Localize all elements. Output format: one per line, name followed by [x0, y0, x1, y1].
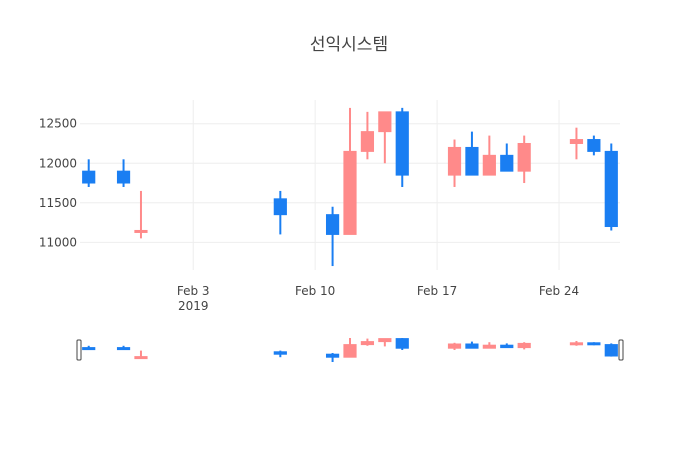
candle-body	[587, 139, 601, 152]
range-slider-left-handle[interactable]	[76, 339, 82, 361]
range-slider[interactable]	[76, 338, 624, 362]
slider-candle	[343, 338, 357, 358]
slider-candle-body	[343, 344, 357, 358]
slider-candle	[360, 338, 375, 346]
candle-body	[360, 131, 375, 152]
candle[interactable]	[343, 107, 357, 235]
candle-body	[447, 146, 462, 176]
slider-candle	[569, 341, 584, 346]
candle-body	[116, 170, 131, 184]
slider-candle	[134, 350, 148, 360]
slider-candle-body	[604, 344, 618, 357]
candle-body	[378, 111, 392, 133]
slider-candle-body	[325, 353, 340, 358]
x-tick-label: Feb 17	[417, 284, 457, 298]
slider-candle-body	[447, 343, 462, 349]
slider-candle-body	[569, 342, 584, 346]
candle-body	[465, 146, 479, 176]
candle[interactable]	[604, 143, 618, 231]
candle-body	[343, 150, 357, 235]
slider-candle	[447, 342, 462, 350]
candle[interactable]	[587, 135, 601, 156]
candle-body	[517, 142, 531, 172]
slider-candle-body	[587, 342, 601, 346]
slider-candle	[116, 345, 131, 351]
slider-candle-body	[273, 351, 287, 355]
slider-candle	[500, 343, 514, 349]
candle[interactable]	[82, 159, 96, 187]
y-axis-ticks: 11000 11500 12000 12500	[39, 117, 77, 250]
candle-body	[604, 150, 618, 228]
slider-candle-body	[395, 338, 409, 349]
candle[interactable]	[447, 139, 462, 187]
slider-candle-body	[134, 356, 148, 360]
candle[interactable]	[360, 111, 375, 160]
candle[interactable]	[116, 159, 131, 187]
slider-candle-body	[517, 342, 531, 349]
range-slider-right-handle[interactable]	[618, 339, 624, 361]
slider-candle-body	[116, 347, 131, 351]
candle-body	[569, 139, 584, 144]
slider-candle-body	[360, 341, 375, 346]
slider-candle	[378, 338, 392, 347]
slider-candle-body	[500, 344, 514, 349]
candle-body	[134, 229, 148, 233]
candle[interactable]	[517, 135, 531, 184]
candle[interactable]	[325, 206, 340, 267]
slider-candle	[587, 342, 601, 346]
candle[interactable]	[500, 143, 514, 172]
slider-candle	[517, 342, 531, 350]
slider-candle	[482, 342, 496, 349]
candle-body	[325, 214, 340, 235]
slider-candle	[273, 350, 287, 358]
candle[interactable]	[569, 127, 584, 160]
slider-candle-body	[465, 343, 479, 349]
slider-candle	[82, 345, 96, 351]
y-tick-label: 11000	[39, 235, 77, 249]
candle-body	[273, 198, 287, 216]
slider-candle-body	[378, 338, 392, 343]
slider-candle-body	[82, 347, 96, 351]
candle[interactable]	[395, 107, 409, 187]
x-tick-label: Feb 3	[177, 284, 210, 298]
slider-candle	[325, 353, 340, 362]
chart-title: 선익시스템	[310, 35, 388, 55]
y-tick-label: 12500	[39, 117, 77, 131]
candle[interactable]	[134, 190, 148, 239]
candle-body	[395, 111, 409, 176]
slider-candle	[395, 338, 409, 350]
candle-body	[482, 154, 496, 176]
slider-candle	[465, 341, 479, 349]
candle[interactable]	[465, 131, 479, 176]
candle-body	[82, 170, 96, 184]
y-tick-label: 12000	[39, 156, 77, 170]
candles	[82, 107, 618, 267]
x-tick-sublabel: 2019	[178, 299, 209, 313]
candle[interactable]	[273, 190, 287, 235]
candle[interactable]	[482, 135, 496, 176]
y-tick-label: 11500	[39, 196, 77, 210]
x-tick-label: Feb 24	[539, 284, 579, 298]
candle-body	[500, 154, 514, 172]
slider-candle	[604, 343, 618, 357]
candle[interactable]	[378, 111, 392, 164]
x-tick-label: Feb 10	[295, 284, 335, 298]
slider-candle-body	[482, 344, 496, 349]
